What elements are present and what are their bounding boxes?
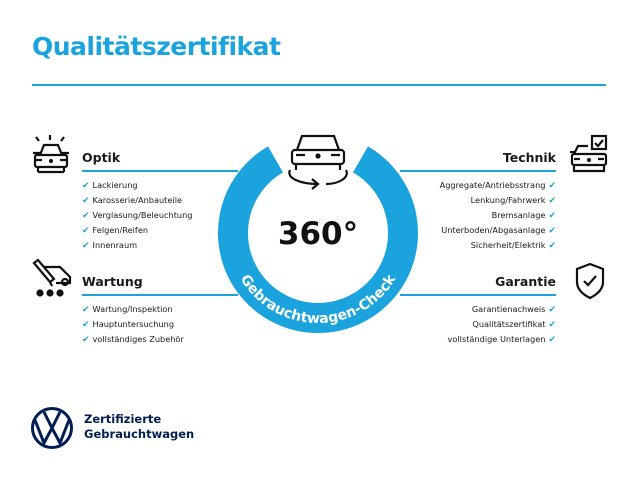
list-item: Garantienachweis ✔ xyxy=(471,304,556,315)
list-item: ✔ Lackierung xyxy=(82,180,138,191)
section-technik: Technik Aggregate/Antriebsstrang ✔ Lenkun… xyxy=(400,150,556,253)
check-icon: ✔ xyxy=(82,320,90,330)
list-item: ✔ Innenraum xyxy=(82,240,138,251)
list-item: Lenkung/Fahrwerk ✔ xyxy=(470,195,556,206)
title-divider xyxy=(32,84,606,86)
list-item: ✔ Felgen/Reifen xyxy=(82,225,149,236)
car-rotate-icon xyxy=(288,134,348,190)
badge-ring xyxy=(218,146,418,333)
list-item: Qualitätszertifikat ✔ xyxy=(472,319,556,330)
section-divider xyxy=(82,294,238,296)
check-icon: ✔ xyxy=(548,196,556,206)
section-optik: Optik ✔ Lackierung ✔ Karosserie/Anbauteile… xyxy=(82,150,238,253)
list-item: ✔ Hauptuntersuchung xyxy=(82,319,175,330)
vw-logo xyxy=(31,407,73,449)
check-icon: ✔ xyxy=(548,181,556,191)
brand-text: Zertifizierte Gebrauchtwagen xyxy=(84,412,195,441)
section-garantie: Garantie Garantienachweis ✔ Qualitätszert… xyxy=(400,274,556,347)
page-title: Qualitätszertifikat xyxy=(32,32,281,61)
check-icon: ✔ xyxy=(82,226,90,236)
check-icon: ✔ xyxy=(548,335,556,345)
car-lights-icon xyxy=(33,135,69,174)
section-divider xyxy=(82,170,238,172)
section-heading: Garantie xyxy=(495,274,556,289)
check-icon: ✔ xyxy=(82,241,90,251)
list-item: ✔ vollständiges Zubehör xyxy=(82,334,184,345)
section-wartung: Wartung ✔ Wartung/Inspektion ✔ Hauptunters… xyxy=(82,274,238,347)
list-item: Unterboden/Abgasanlage ✔ xyxy=(441,225,556,236)
section-heading: Wartung xyxy=(82,274,143,289)
list-item: Sicherheit/Elektrik ✔ xyxy=(470,240,556,251)
check-icon: ✔ xyxy=(82,305,90,315)
list-item: ✔ Karosserie/Anbauteile xyxy=(82,195,183,206)
check-icon: ✔ xyxy=(82,196,90,206)
check-icon: ✔ xyxy=(548,211,556,221)
list-item: ✔ Verglasung/Beleuchtung xyxy=(82,210,193,221)
check-icon: ✔ xyxy=(82,211,90,221)
section-divider xyxy=(400,294,556,296)
check-icon: ✔ xyxy=(82,335,90,345)
section-divider xyxy=(400,170,556,172)
tools-van-icon xyxy=(32,258,72,297)
section-heading: Technik xyxy=(502,150,556,165)
badge-value: 360° xyxy=(278,216,358,252)
list-item: ✔ Wartung/Inspektion xyxy=(82,304,173,315)
section-heading: Optik xyxy=(82,150,121,165)
car-checkbox-icon xyxy=(570,134,608,173)
check-icon: ✔ xyxy=(548,226,556,236)
check-icon: ✔ xyxy=(548,305,556,315)
list-item: Aggregate/Antriebsstrang ✔ xyxy=(439,180,556,191)
check-icon: ✔ xyxy=(548,320,556,330)
list-item: Bremsanlage ✔ xyxy=(491,210,556,221)
check-icon: ✔ xyxy=(548,241,556,251)
shield-check-icon xyxy=(575,262,605,300)
list-item: vollständige Unterlagen ✔ xyxy=(447,334,556,345)
check-icon: ✔ xyxy=(82,181,90,191)
